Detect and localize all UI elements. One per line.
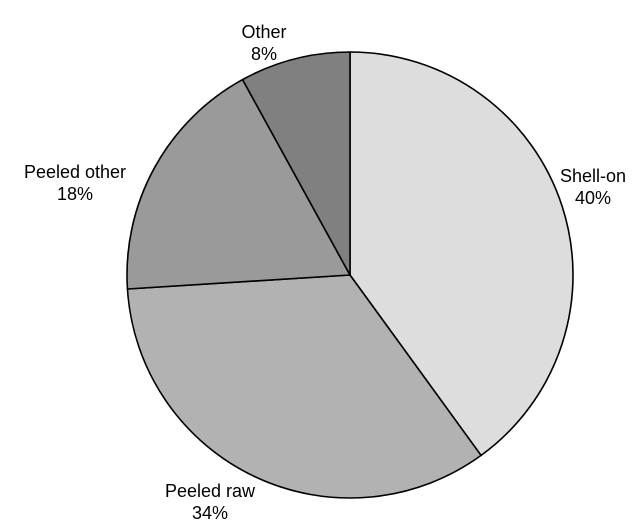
pie-slice-shell-on — [349, 51, 574, 457]
pie-label-percent: 18% — [57, 184, 93, 204]
pie-label-percent: 8% — [251, 44, 277, 64]
pie-label-peeled-raw: Peeled raw 34% — [165, 481, 256, 523]
pie-slice-peeled-raw — [126, 274, 482, 499]
pie-label-other: Other 8% — [241, 22, 286, 64]
pie-labels: Shell-on 40% Peeled raw 34% Peeled other 18% O… — [24, 22, 626, 523]
pie-slice-peeled-other — [126, 78, 351, 290]
pie-label-name: Peeled raw — [165, 481, 256, 501]
pie-label-shell-on: Shell-on 40% — [560, 166, 626, 208]
pie-label-name: Peeled other — [24, 162, 126, 182]
pie-label-peeled-other: Peeled other 18% — [24, 162, 126, 204]
pie-label-name: Shell-on — [560, 166, 626, 186]
pie-label-percent: 40% — [575, 188, 611, 208]
pie-label-percent: 34% — [192, 503, 228, 523]
pie-slice-other — [241, 51, 351, 276]
pie-slices — [126, 51, 574, 499]
pie-label-name: Other — [241, 22, 286, 42]
